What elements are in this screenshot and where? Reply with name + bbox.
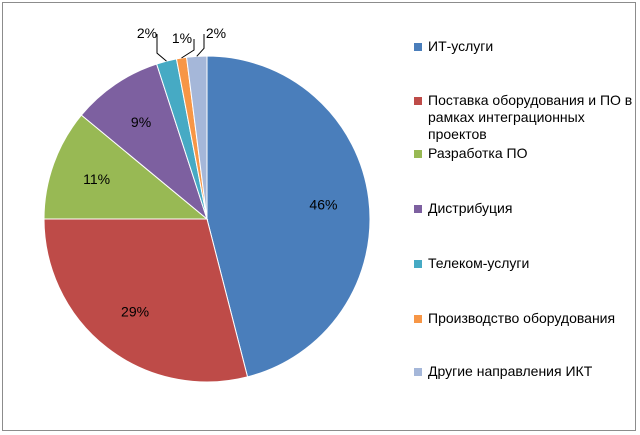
pie-slice-it-services bbox=[206, 55, 371, 378]
leader-line-other-ict bbox=[196, 34, 205, 57]
legend-swatch-equipment-supply bbox=[414, 97, 422, 105]
legend-swatch-other-ict bbox=[414, 368, 422, 376]
legend-swatch-distribution bbox=[414, 205, 422, 213]
leader-line-telecom-services bbox=[156, 34, 167, 62]
pie-slice-distribution bbox=[80, 63, 209, 221]
data-label-it-services: 46% bbox=[309, 196, 337, 212]
pie-slice-software-development bbox=[43, 114, 209, 220]
data-label-other-ict: 2% bbox=[206, 25, 226, 41]
pie-slice-equipment-supply bbox=[43, 218, 249, 383]
data-label-equipment-supply: 29% bbox=[121, 304, 149, 320]
legend-label-software-development: Разработка ПО bbox=[428, 145, 528, 161]
legend-label-equipment-supply: Поставка оборудования и ПО в рамках инте… bbox=[428, 92, 633, 142]
legend-swatch-telecom-services bbox=[414, 260, 422, 268]
leader-line-equipment-production bbox=[181, 39, 195, 59]
data-label-equipment-production: 1% bbox=[172, 30, 192, 46]
legend-label-distribution: Дистрибуция bbox=[428, 200, 513, 216]
data-label-telecom-services: 2% bbox=[137, 25, 157, 41]
legend-label-it-services: ИТ-услуги bbox=[428, 38, 494, 54]
legend-label-other-ict: Другие направления ИКТ bbox=[428, 363, 593, 379]
legend-swatch-equipment-production bbox=[414, 315, 422, 323]
legend-swatch-it-services bbox=[414, 43, 422, 51]
data-label-software-development: 11% bbox=[83, 171, 110, 187]
legend-label-telecom-services: Телеком-услуги bbox=[428, 255, 530, 271]
legend-swatch-software-development bbox=[414, 150, 422, 158]
data-label-distribution: 9% bbox=[131, 114, 151, 130]
legend-label-equipment-production: Производство оборудования bbox=[428, 310, 616, 326]
